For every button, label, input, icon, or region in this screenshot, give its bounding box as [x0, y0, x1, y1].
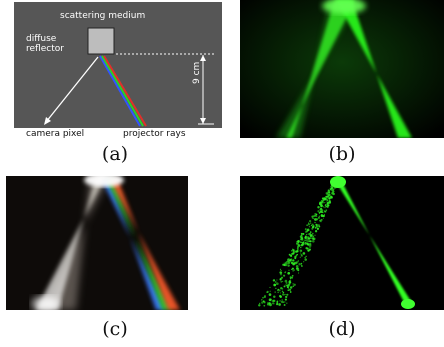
green-photo-svg	[240, 0, 444, 138]
caption-c: (c)	[102, 318, 128, 340]
projector-rays-label: projector rays	[123, 129, 186, 139]
point-cloud-svg	[240, 176, 444, 310]
panel-d-photo	[240, 176, 444, 310]
panel-c-photo	[6, 176, 188, 310]
rgb-photo-svg	[6, 176, 188, 310]
caption-b: (b)	[328, 143, 356, 165]
schematic-svg	[14, 2, 222, 128]
distance-label: 9 cm	[192, 61, 202, 84]
diffuse-label: diffuse	[26, 34, 57, 44]
camera-pixel-label: camera pixel	[26, 129, 85, 139]
panel-b-photo	[240, 0, 444, 138]
scattering-medium-label: scattering medium	[60, 11, 146, 21]
caption-d: (d)	[328, 318, 356, 340]
panel-a-schematic	[14, 2, 222, 128]
caption-a: (a)	[101, 143, 129, 165]
reflector-label: reflector	[26, 44, 64, 54]
